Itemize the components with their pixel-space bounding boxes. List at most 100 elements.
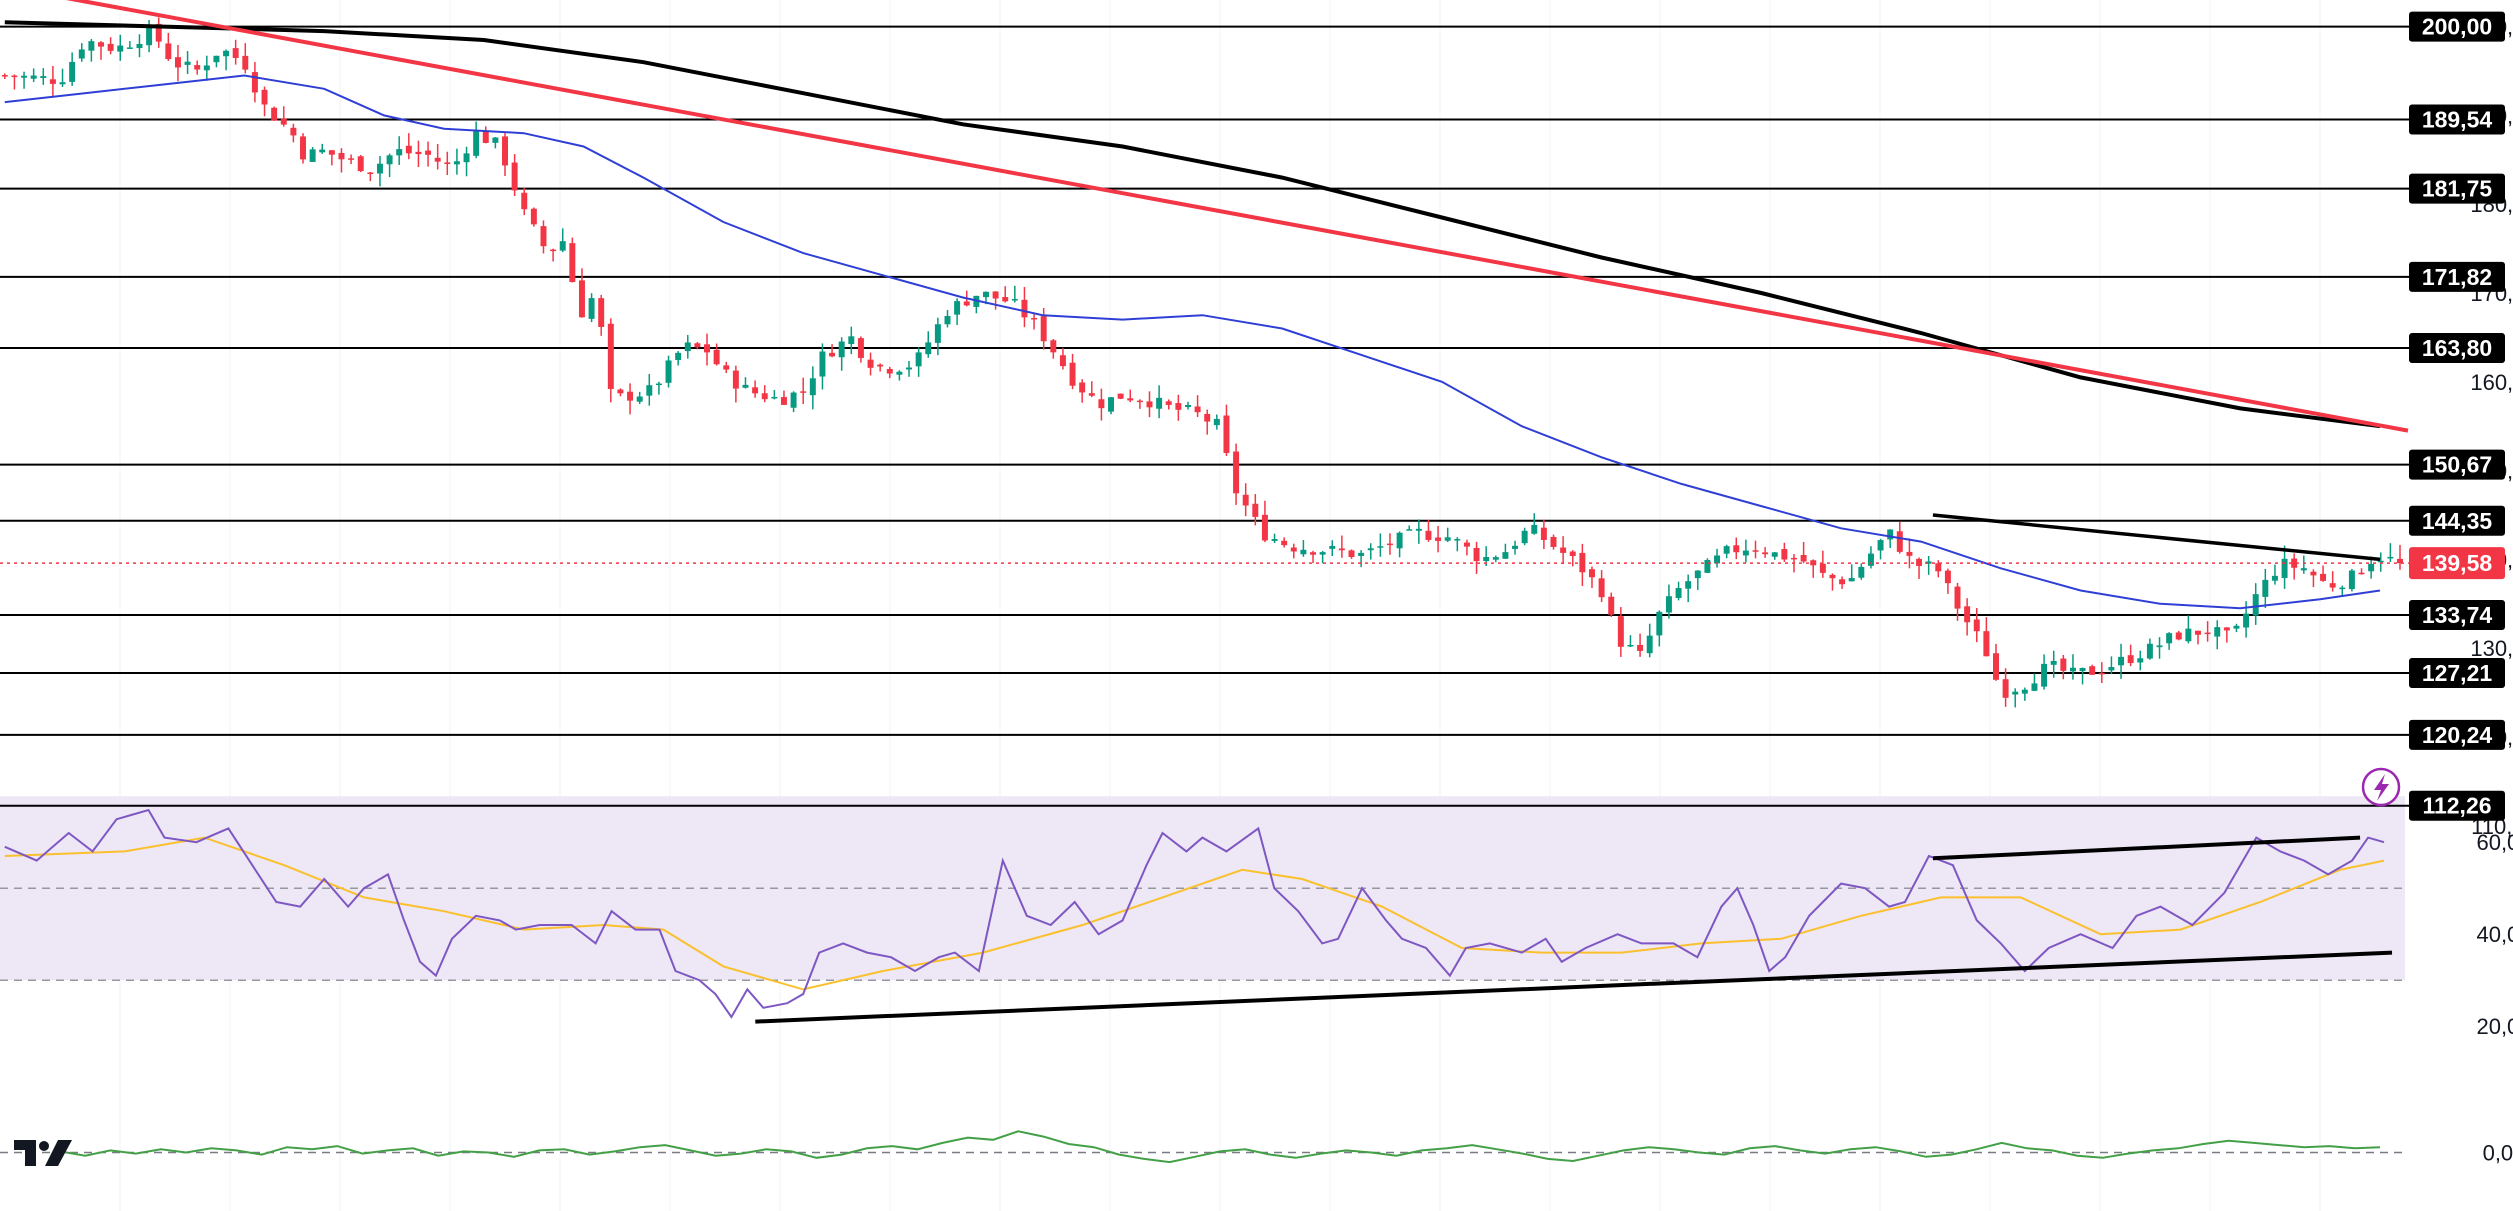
level-tag: 127,21 xyxy=(2422,660,2493,686)
candle xyxy=(1233,443,1240,505)
candle xyxy=(896,370,903,381)
candle xyxy=(2377,552,2384,572)
candle xyxy=(1694,570,1701,590)
candle xyxy=(732,365,739,403)
candle xyxy=(2348,568,2355,592)
candle xyxy=(492,137,499,149)
candle xyxy=(2204,621,2211,642)
candle xyxy=(1156,385,1163,419)
candle xyxy=(1117,393,1124,400)
candle xyxy=(2397,544,2403,570)
candle xyxy=(1281,537,1288,548)
candle xyxy=(2021,687,2028,701)
level-line[interactable]: 112,26 xyxy=(0,790,2505,821)
candle xyxy=(1550,534,1557,550)
candle xyxy=(2310,569,2317,588)
candle xyxy=(752,380,759,398)
rsi-tick-label: 60,00 xyxy=(2476,830,2513,855)
level-line[interactable]: 127,21 xyxy=(0,657,2505,688)
tradingview-logo-icon[interactable] xyxy=(14,1138,84,1168)
candle xyxy=(886,366,893,379)
candle xyxy=(453,148,460,175)
candle xyxy=(1848,564,1855,582)
candle xyxy=(2214,620,2221,650)
candle xyxy=(1425,519,1432,542)
candle xyxy=(1925,556,1932,575)
candle xyxy=(463,146,470,177)
candle xyxy=(2300,555,2307,574)
candle xyxy=(2127,644,2134,667)
candle xyxy=(915,347,922,377)
level-tag: 120,24 xyxy=(2422,722,2493,748)
candle xyxy=(1050,338,1057,359)
candle xyxy=(434,143,441,170)
level-line[interactable]: 163,80 xyxy=(0,333,2505,364)
candle xyxy=(1002,286,1009,303)
current-price-tag: 139,58 xyxy=(2422,550,2493,576)
candle xyxy=(1300,540,1307,557)
level-line[interactable]: 120,24 xyxy=(0,719,2505,750)
candle xyxy=(1329,540,1336,557)
candle xyxy=(30,68,37,83)
candle xyxy=(530,207,537,227)
candle xyxy=(2108,656,2115,675)
level-tag: 133,74 xyxy=(2422,602,2493,628)
rsi-trend-lower xyxy=(755,950,2393,1024)
candle xyxy=(2146,638,2153,660)
candle xyxy=(376,156,383,187)
level-line[interactable]: 133,74 xyxy=(0,599,2505,630)
level-line[interactable]: 150,67 xyxy=(0,449,2505,480)
candle xyxy=(2118,643,2125,679)
trend-line-black[interactable] xyxy=(1932,513,2381,562)
candle xyxy=(1781,542,1788,563)
candle xyxy=(675,351,682,366)
candle xyxy=(1435,526,1442,553)
candle xyxy=(1492,555,1499,563)
candle xyxy=(1598,570,1605,603)
candle xyxy=(1867,546,1874,569)
candle xyxy=(550,248,557,262)
level-line[interactable]: 200,00 xyxy=(0,11,2505,42)
candle xyxy=(1983,617,1990,657)
candle xyxy=(2339,585,2346,597)
candle xyxy=(1194,395,1201,418)
current-price-tag-bg xyxy=(2409,547,2505,580)
oscillator-panel: 0,00 xyxy=(0,1130,2513,1166)
candle xyxy=(857,336,864,363)
candle xyxy=(1098,388,1105,421)
candle xyxy=(1319,551,1326,564)
candle xyxy=(69,52,76,86)
candle xyxy=(1338,535,1345,558)
level-line[interactable]: 171,82 xyxy=(0,261,2505,292)
candle xyxy=(1415,519,1422,544)
candle xyxy=(800,377,807,405)
candle xyxy=(107,37,114,55)
trend-line-red[interactable] xyxy=(5,0,2409,433)
level-tag: 112,26 xyxy=(2422,793,2491,819)
candle xyxy=(203,55,210,81)
level-line[interactable]: 181,75 xyxy=(0,173,2505,204)
candle xyxy=(2223,627,2230,643)
candle xyxy=(1242,483,1249,517)
candle xyxy=(1589,566,1595,588)
candle xyxy=(155,17,162,48)
candle xyxy=(636,391,643,404)
candle xyxy=(2175,630,2182,641)
candle xyxy=(1031,312,1038,330)
candle xyxy=(646,373,653,406)
candle xyxy=(21,71,28,89)
candle xyxy=(627,383,634,415)
candle xyxy=(1656,610,1663,647)
candle xyxy=(223,49,230,71)
candle xyxy=(367,172,374,182)
candle xyxy=(2233,623,2240,633)
candle xyxy=(232,39,239,65)
rsi-line xyxy=(4,808,2385,1019)
bolt-icon[interactable] xyxy=(2361,767,2401,807)
candle xyxy=(2002,668,2009,707)
candle xyxy=(1454,537,1461,552)
candle xyxy=(2089,664,2096,676)
candle xyxy=(1714,548,1721,568)
price-tick-label: 160,00 xyxy=(2470,370,2513,395)
